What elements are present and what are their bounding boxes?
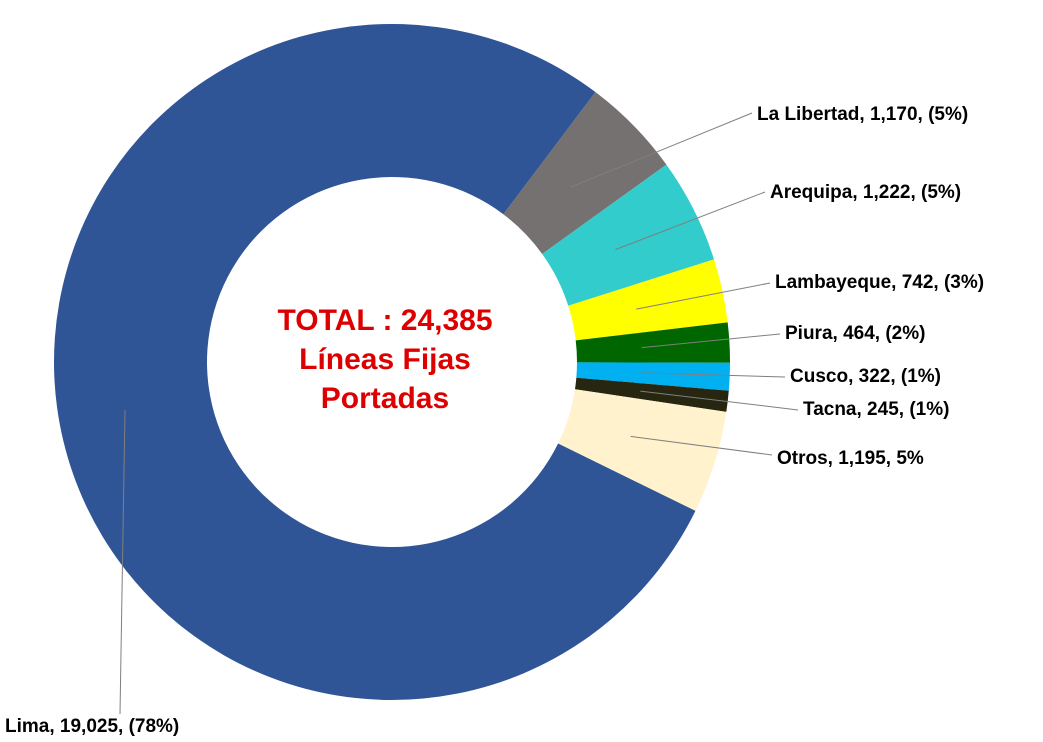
leader-line	[636, 282, 771, 310]
leader-line	[570, 112, 753, 188]
data-label: Otros, 1,195, 5%	[777, 448, 924, 469]
leaders	[119, 112, 799, 715]
leader-line	[640, 390, 799, 411]
center-text: Líneas Fijas	[299, 343, 471, 376]
leader-line	[641, 372, 786, 378]
slice: Arequipa	[542, 164, 715, 306]
slice: Cusco	[576, 362, 730, 391]
data-label: La Libertad, 1,170, (5%)	[757, 104, 968, 125]
data-label: Lambayeque, 742, (3%)	[775, 272, 984, 293]
slice: Piura	[575, 322, 730, 363]
slice: Lambayeque	[568, 259, 728, 341]
slice: Lima	[54, 24, 696, 701]
slice: Otros	[558, 389, 727, 511]
leader-line	[615, 191, 766, 251]
center-text: TOTAL : 24,385	[277, 304, 492, 337]
data-label: Lima, 19,025, (78%)	[5, 716, 179, 737]
slice: Tacna	[574, 377, 729, 412]
data-label: Arequipa, 1,222, (5%)	[770, 182, 961, 203]
data-label: Piura, 464, (2%)	[785, 323, 925, 344]
data-label: Tacna, 245, (1%)	[803, 399, 949, 420]
leader-line	[119, 409, 126, 715]
labels: La Libertad, 1,170, (5%) Arequipa, 1,222,…	[5, 104, 984, 737]
slice: La Libertad	[503, 92, 667, 254]
data-label: Cusco, 322, (1%)	[790, 366, 941, 387]
leader-line	[630, 435, 773, 456]
center-text: Portadas	[321, 382, 449, 415]
leader-line	[641, 333, 781, 349]
slices: La LibertadArequipaLambayequePiuraCuscoT…	[54, 24, 730, 701]
